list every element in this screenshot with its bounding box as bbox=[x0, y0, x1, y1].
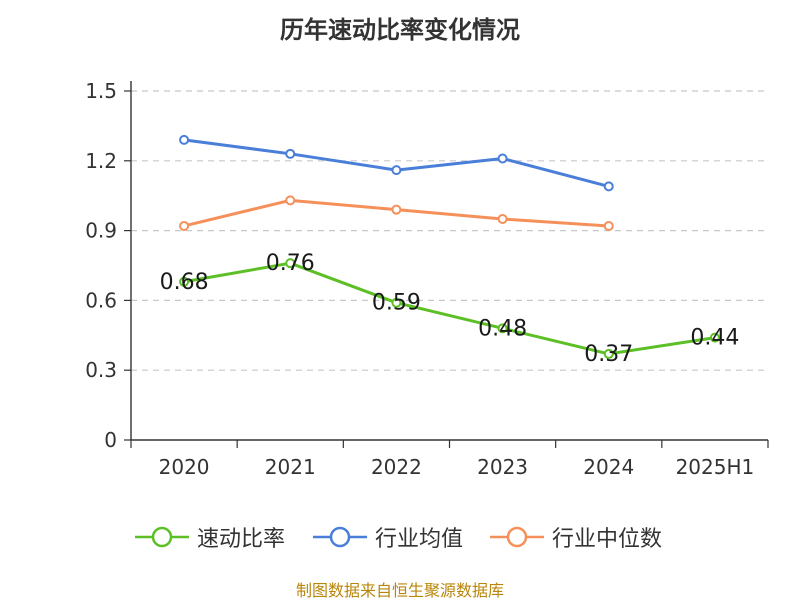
legend-label: 行业中位数 bbox=[552, 527, 663, 552]
y-tick-label: 0.3 bbox=[85, 358, 117, 382]
data-point bbox=[285, 258, 296, 269]
data-point bbox=[603, 348, 614, 359]
series-line bbox=[183, 261, 716, 356]
y-tick-label: 1.2 bbox=[85, 149, 117, 173]
data-point bbox=[285, 195, 296, 206]
data-label: 0.48 bbox=[478, 316, 527, 341]
legend-swatch-quick-ratio bbox=[135, 526, 189, 548]
data-point bbox=[391, 297, 402, 308]
data-label: 0.37 bbox=[584, 342, 633, 367]
data-point bbox=[391, 165, 402, 176]
legend-item-industry-median[interactable]: 行业中位数 bbox=[488, 520, 662, 554]
series-line bbox=[183, 138, 610, 188]
y-tick-label: 0.9 bbox=[85, 219, 117, 243]
data-label: 0.44 bbox=[690, 326, 739, 351]
legend-item-quick-ratio[interactable]: 速动比率 bbox=[133, 520, 285, 554]
legend-label: 行业均值 bbox=[375, 527, 464, 552]
legend-label: 速动比率 bbox=[197, 527, 286, 552]
legend-swatch-industry-mean bbox=[313, 526, 367, 548]
data-point bbox=[285, 148, 296, 159]
legend-item-industry-mean[interactable]: 行业均值 bbox=[311, 520, 463, 554]
legend-swatch-industry-median bbox=[490, 526, 544, 548]
data-point bbox=[709, 332, 720, 343]
data-point bbox=[179, 220, 190, 231]
data-label: 0.76 bbox=[266, 251, 315, 276]
y-tick-label: 1.5 bbox=[85, 79, 117, 103]
y-tick-label: 0.6 bbox=[85, 288, 117, 312]
data-point bbox=[603, 220, 614, 231]
data-point bbox=[179, 276, 190, 287]
x-tick-label: 2023 bbox=[477, 455, 528, 479]
data-point bbox=[603, 181, 614, 192]
x-tick-label: 2020 bbox=[159, 455, 210, 479]
x-tick-label: 2025H1 bbox=[676, 455, 755, 479]
x-tick-label: 2024 bbox=[583, 455, 634, 479]
x-tick-label: 2021 bbox=[265, 455, 316, 479]
data-point bbox=[497, 153, 508, 164]
y-tick-label: 0 bbox=[104, 428, 117, 452]
chart-legend: 速动比率 行业均值 行业中位数 bbox=[0, 520, 800, 554]
data-point bbox=[497, 213, 508, 224]
data-point bbox=[179, 134, 190, 145]
data-label: 0.68 bbox=[160, 270, 209, 295]
data-label: 0.59 bbox=[372, 291, 421, 316]
data-point bbox=[497, 323, 508, 334]
data-source-note: 制图数据来自恒生聚源数据库 bbox=[295, 581, 504, 600]
chart-title: 历年速动比率变化情况 bbox=[280, 16, 520, 44]
data-point bbox=[391, 204, 402, 215]
x-tick-label: 2022 bbox=[371, 455, 422, 479]
